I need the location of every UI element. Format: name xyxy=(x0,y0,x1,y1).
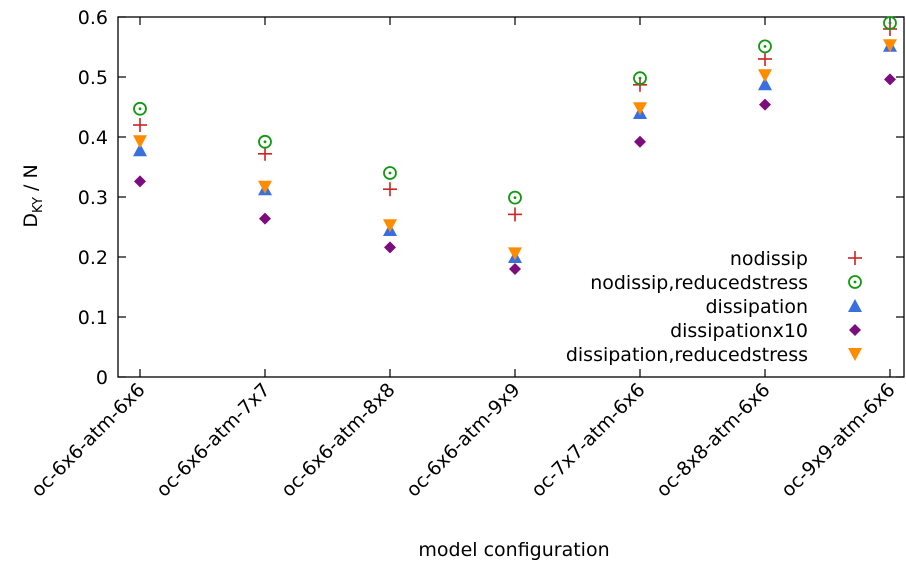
x-tick-label: oc-6x6-atm-7x7 xyxy=(152,379,274,501)
legend-label: dissipation xyxy=(705,296,808,318)
data-point xyxy=(383,219,397,233)
legend-item: nodissip,reducedstress xyxy=(590,272,862,294)
y-tick-label: 0.3 xyxy=(78,187,108,209)
legend-item: dissipationx10 xyxy=(670,320,861,342)
x-tick-label: oc-7x7-atm-6x6 xyxy=(527,379,649,501)
data-point xyxy=(133,135,147,149)
x-tick-label: oc-6x6-atm-6x6 xyxy=(27,379,149,501)
data-point xyxy=(634,135,646,148)
y-tick-label: 0.1 xyxy=(78,307,108,329)
series-dissipation xyxy=(133,38,897,263)
series-nodissip-reducedstress xyxy=(133,16,897,205)
data-point xyxy=(883,16,897,30)
data-point xyxy=(259,212,271,225)
data-point xyxy=(133,101,147,116)
y-tick-label: 0.4 xyxy=(78,127,108,149)
series-dissipation-reducedstress xyxy=(133,39,897,261)
legend-marker xyxy=(848,348,862,361)
data-point xyxy=(384,241,396,254)
y-axis-label: DKY / N xyxy=(20,164,46,227)
series-dissipationx10 xyxy=(134,73,896,275)
data-point xyxy=(134,175,146,188)
x-tick-label: oc-6x6-atm-9x9 xyxy=(402,379,524,501)
legend-marker xyxy=(848,299,862,312)
data-point xyxy=(383,166,397,180)
legend: nodissipnodissip,reducedstressdissipatio… xyxy=(566,248,862,366)
data-point xyxy=(258,134,272,149)
legend-item: dissipation xyxy=(705,296,862,318)
legend-label: nodissip xyxy=(730,248,808,270)
data-point xyxy=(758,39,772,54)
data-points xyxy=(133,16,897,275)
data-point xyxy=(508,190,522,205)
legend-item: dissipation,reducedstress xyxy=(566,344,862,366)
data-point xyxy=(508,207,522,222)
legend-marker xyxy=(849,324,861,336)
data-point xyxy=(508,247,522,261)
data-point xyxy=(758,77,772,91)
y-tick-label: 0.6 xyxy=(78,7,108,29)
data-point xyxy=(258,180,272,194)
data-point xyxy=(884,73,896,86)
data-point xyxy=(758,69,772,83)
data-point xyxy=(633,102,647,116)
data-point xyxy=(133,118,147,132)
y-tick-label: 0.5 xyxy=(78,67,108,89)
legend-label: dissipation,reducedstress xyxy=(566,344,808,366)
x-tick-label: oc-8x8-atm-6x6 xyxy=(652,379,774,501)
data-point xyxy=(133,143,147,157)
data-point xyxy=(759,98,771,111)
data-point xyxy=(883,39,897,53)
legend-marker xyxy=(848,275,862,289)
x-tick-label: oc-9x9-atm-6x6 xyxy=(777,379,899,501)
y-tick-label: 0 xyxy=(96,367,108,389)
x-tick-label: oc-6x6-atm-8x8 xyxy=(277,379,399,501)
y-tick-label: 0.2 xyxy=(78,247,108,269)
axes xyxy=(117,16,905,378)
x-tick-labels: oc-6x6-atm-6x6 oc-6x6-atm-7x7 oc-6x6-atm-8… xyxy=(27,379,899,501)
legend-item: nodissip xyxy=(730,248,862,270)
legend-label: nodissip,reducedstress xyxy=(590,272,808,294)
data-point xyxy=(258,146,272,161)
data-point xyxy=(383,182,397,197)
data-point xyxy=(758,52,772,66)
legend-marker xyxy=(848,251,862,265)
data-point xyxy=(509,263,521,275)
legend-label: dissipationx10 xyxy=(670,320,808,342)
x-axis-label: model configuration xyxy=(418,539,609,561)
y-tick-labels: 0 0.1 0.2 0.3 0.4 0.5 0.6 xyxy=(78,7,108,389)
data-point xyxy=(633,71,647,86)
